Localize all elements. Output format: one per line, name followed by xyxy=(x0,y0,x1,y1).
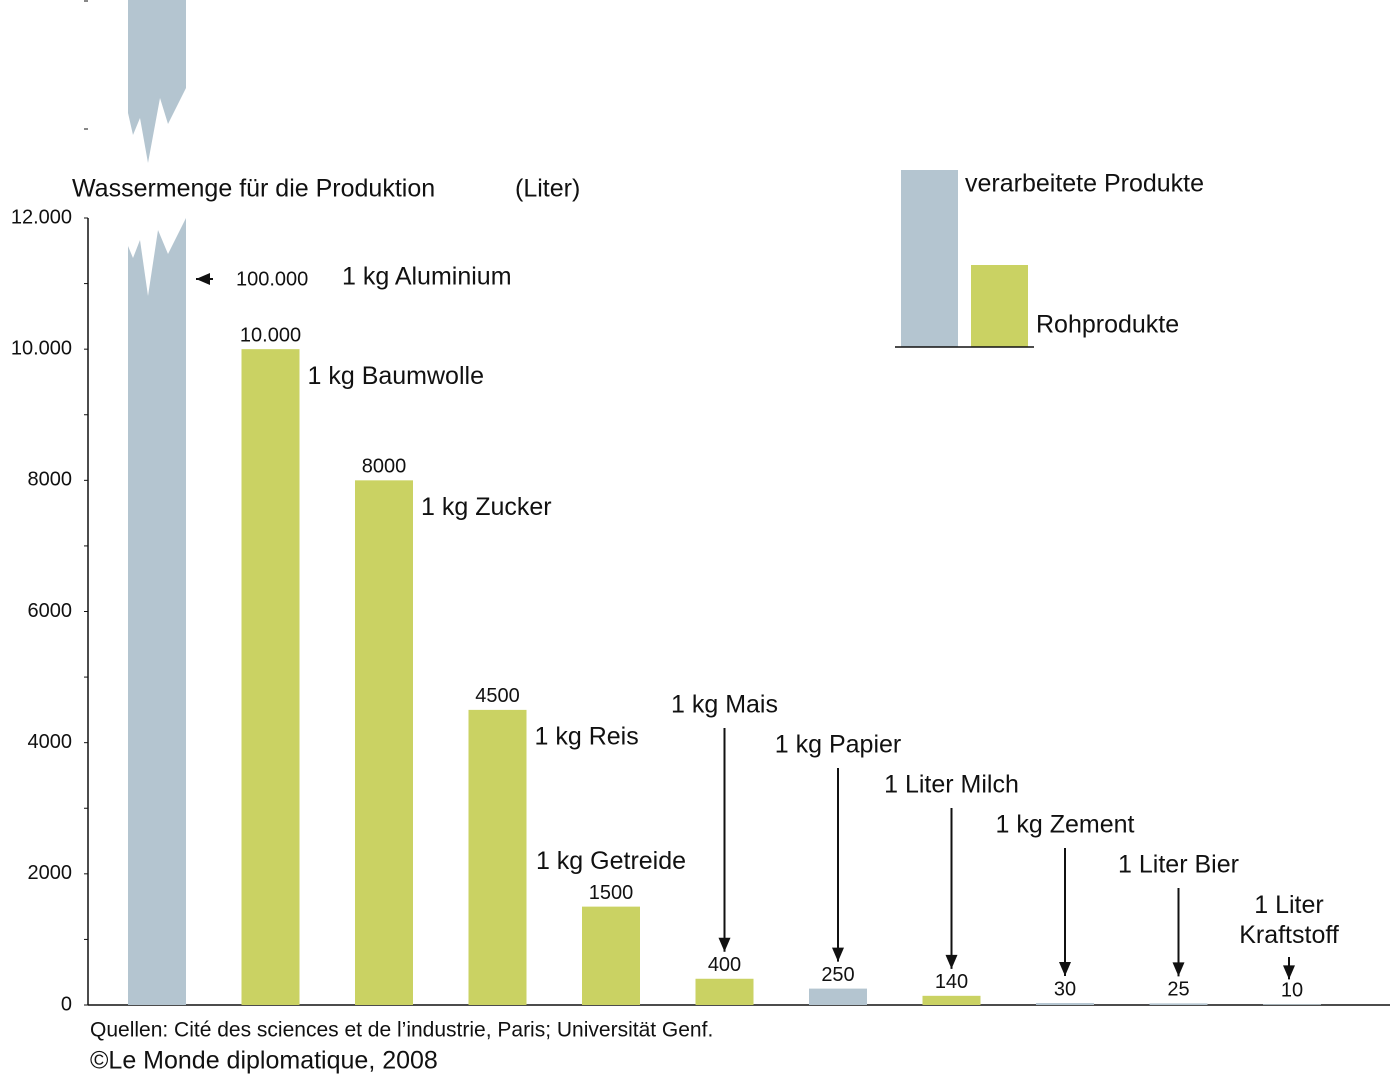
arrow-head xyxy=(832,947,844,962)
value-label: 100.000 xyxy=(236,268,308,290)
value-label: 10.000 xyxy=(240,324,301,346)
category-label: 1 kg Baumwolle xyxy=(308,362,484,390)
bar xyxy=(241,349,300,1006)
bar xyxy=(1036,1003,1094,1005)
bar xyxy=(468,709,527,1005)
y-tick-label: 12.000 xyxy=(11,206,72,228)
value-label: 4500 xyxy=(475,685,520,707)
value-label: 10 xyxy=(1281,980,1303,1002)
category-label: 1 Liter Kraftstoff xyxy=(1239,891,1339,949)
bar xyxy=(355,480,413,1005)
category-label: 1 kg Zement xyxy=(996,811,1135,839)
bar xyxy=(922,995,981,1005)
legend-label: verarbeitete Produkte xyxy=(965,170,1204,198)
bar xyxy=(1263,1004,1321,1005)
category-label: 1 Liter Bier xyxy=(1118,851,1239,879)
category-label: 1 kg Papier xyxy=(775,731,901,759)
category-label: 1 kg Reis xyxy=(535,722,639,750)
legend-label: Rohprodukte xyxy=(1036,311,1179,339)
bar xyxy=(695,978,754,1005)
unit-label: (Liter) xyxy=(515,175,580,203)
arrow-head xyxy=(196,273,210,285)
value-label: 30 xyxy=(1054,978,1076,1000)
category-label: 1 kg Getreide xyxy=(536,847,686,875)
chart-title: Wassermenge für die Produktion xyxy=(72,175,435,203)
value-label: 400 xyxy=(708,954,741,976)
arrow-head xyxy=(718,937,731,952)
value-label: 250 xyxy=(821,964,854,986)
y-tick-label: 2000 xyxy=(28,862,73,884)
source: Quellen: Cité des sciences et de l’indus… xyxy=(90,1019,713,1042)
arrow-head xyxy=(1059,962,1071,977)
y-tick-label: 0 xyxy=(61,993,72,1015)
bar xyxy=(809,988,867,1005)
y-tick-label: 8000 xyxy=(28,469,73,491)
category-label: 1 kg Mais xyxy=(671,691,778,719)
arrow-head xyxy=(945,954,958,969)
legend-swatch xyxy=(971,265,1028,347)
category-label: 1 kg Zucker xyxy=(421,493,552,521)
arrow-head xyxy=(1283,965,1295,980)
bar xyxy=(128,0,186,1005)
value-label: 8000 xyxy=(362,456,407,478)
value-label: 1500 xyxy=(589,882,634,904)
copyright: ©Le Monde diplomatique, 2008 xyxy=(90,1047,438,1075)
category-label: 1 Liter Milch xyxy=(884,771,1019,799)
legend-swatch xyxy=(901,170,958,347)
y-tick-label: 4000 xyxy=(28,731,73,753)
value-label: 140 xyxy=(935,971,968,993)
arrow-head xyxy=(1172,962,1185,977)
bar xyxy=(1149,1003,1208,1005)
y-tick-label: 6000 xyxy=(28,600,73,622)
y-tick-label: 10.000 xyxy=(11,337,72,359)
category-label: 1 kg Aluminium xyxy=(342,263,512,291)
value-label: 25 xyxy=(1167,979,1189,1001)
bar xyxy=(582,906,640,1005)
